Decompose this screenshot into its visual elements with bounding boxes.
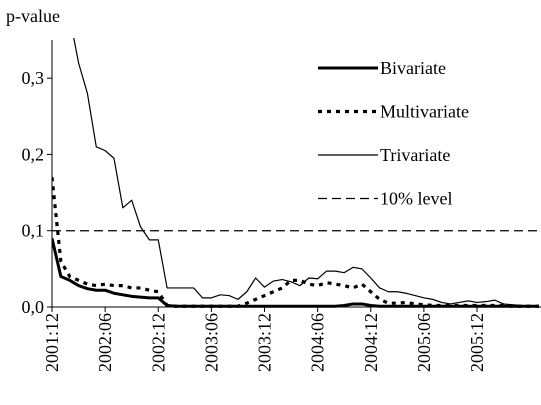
y-tick-label: 0,3 xyxy=(22,68,45,88)
x-tick-label: 2003:12 xyxy=(255,313,275,372)
y-tick-label: 0,1 xyxy=(22,221,45,241)
legend-label: Multivariate xyxy=(380,102,469,122)
x-tick-label: 2005:12 xyxy=(467,313,487,372)
x-tick-label: 2001:12 xyxy=(42,313,62,372)
x-tick-label: 2004:06 xyxy=(308,313,328,372)
x-tick-label: 2003:06 xyxy=(201,313,221,372)
x-tick-label: 2004:12 xyxy=(361,313,381,372)
x-tick-label: 2005:06 xyxy=(414,313,434,372)
legend-label: Trivariate xyxy=(380,145,450,165)
plot-area xyxy=(52,38,539,308)
series-line xyxy=(52,177,539,308)
x-tick-label: 2002:12 xyxy=(148,313,168,372)
series-line xyxy=(52,238,539,308)
series-line xyxy=(73,38,539,307)
x-tick-label: 2002:06 xyxy=(95,313,115,372)
y-tick-label: 0,0 xyxy=(22,297,45,317)
y-tick-label: 0,2 xyxy=(22,144,45,164)
legend-label: 10% level xyxy=(380,189,452,209)
legend-label: Bivariate xyxy=(380,58,446,78)
y-axis-label: p-value xyxy=(6,6,60,26)
